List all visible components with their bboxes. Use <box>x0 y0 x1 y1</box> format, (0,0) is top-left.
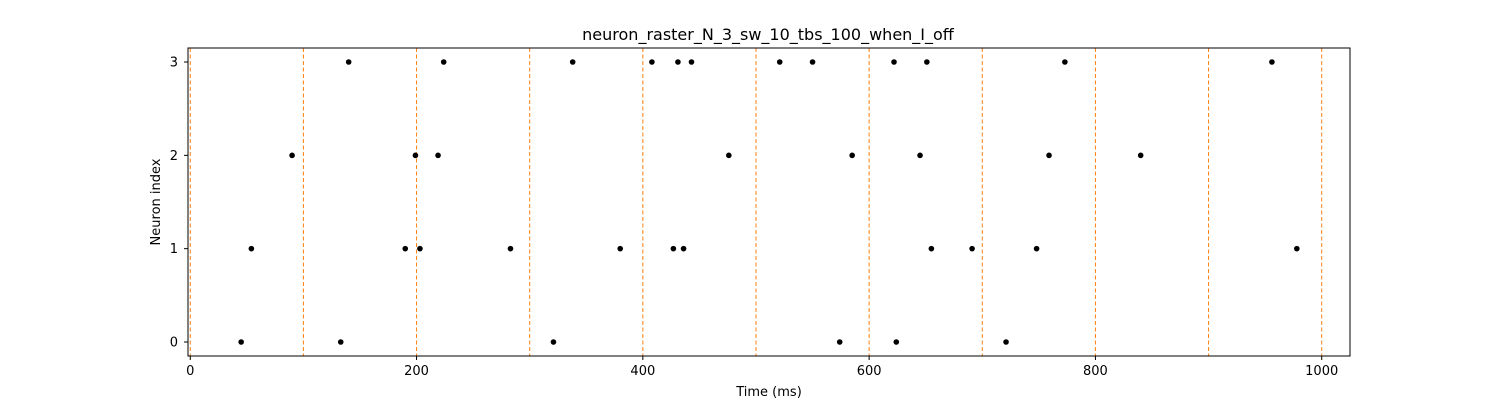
x-axis-label: Time (ms) <box>735 385 802 400</box>
spike-point <box>776 59 783 65</box>
spike-point <box>1046 152 1052 159</box>
spike-point <box>412 152 419 159</box>
spike-point <box>675 59 681 65</box>
y-tick-label: 1 <box>170 242 178 257</box>
y-axis-label: Neuron index <box>149 158 164 245</box>
x-tick-label: 0 <box>186 364 194 379</box>
spike-point <box>402 245 409 252</box>
x-tick-label: 1000 <box>1305 364 1338 379</box>
spike-point <box>836 339 843 345</box>
chart-title: neuron_raster_N_3_sw_10_tbs_100_when_I_o… <box>582 25 955 45</box>
x-axis-ticks: 0 200 400 600 800 1000 <box>186 356 1338 379</box>
x-tick-label: 400 <box>630 364 655 379</box>
spike-point <box>726 152 732 159</box>
spike-point <box>680 245 687 252</box>
spike-point <box>649 59 655 65</box>
spike-point <box>550 339 557 345</box>
spike-point <box>337 339 344 345</box>
spike-point <box>924 59 930 65</box>
x-tick-label: 200 <box>404 364 429 379</box>
spike-point <box>670 245 677 252</box>
spike-point <box>928 245 935 252</box>
spike-point <box>849 152 855 159</box>
spike-point <box>507 245 514 252</box>
spike-point <box>809 59 816 65</box>
y-tick-label: 0 <box>170 336 178 351</box>
spike-point <box>1137 152 1144 159</box>
spike-point <box>569 59 576 65</box>
spike-point <box>345 59 352 65</box>
spike-point <box>893 339 900 345</box>
plot-frame <box>187 47 1351 357</box>
spike-point <box>248 245 255 252</box>
spike-point <box>289 152 295 159</box>
spike-point <box>1033 245 1040 252</box>
spike-point <box>969 245 975 252</box>
spike-point <box>238 339 244 345</box>
spike-point <box>1062 59 1068 65</box>
spike-point <box>417 245 423 252</box>
spike-point <box>891 59 897 65</box>
x-tick-label: 800 <box>1083 364 1108 379</box>
spike-point <box>917 152 923 159</box>
spike-point <box>440 59 447 65</box>
spike-points <box>238 59 1300 345</box>
y-tick-label: 2 <box>170 149 178 164</box>
spike-point <box>1003 339 1009 345</box>
spike-point <box>1294 245 1300 252</box>
y-axis-ticks: 0 1 2 3 <box>170 56 188 351</box>
spike-point <box>435 152 441 159</box>
y-tick-label: 3 <box>170 56 178 71</box>
spike-point <box>617 245 624 252</box>
boundary-lines <box>189 48 1323 356</box>
spike-point <box>688 59 695 65</box>
spike-point <box>1269 59 1275 65</box>
x-tick-label: 600 <box>857 364 882 379</box>
